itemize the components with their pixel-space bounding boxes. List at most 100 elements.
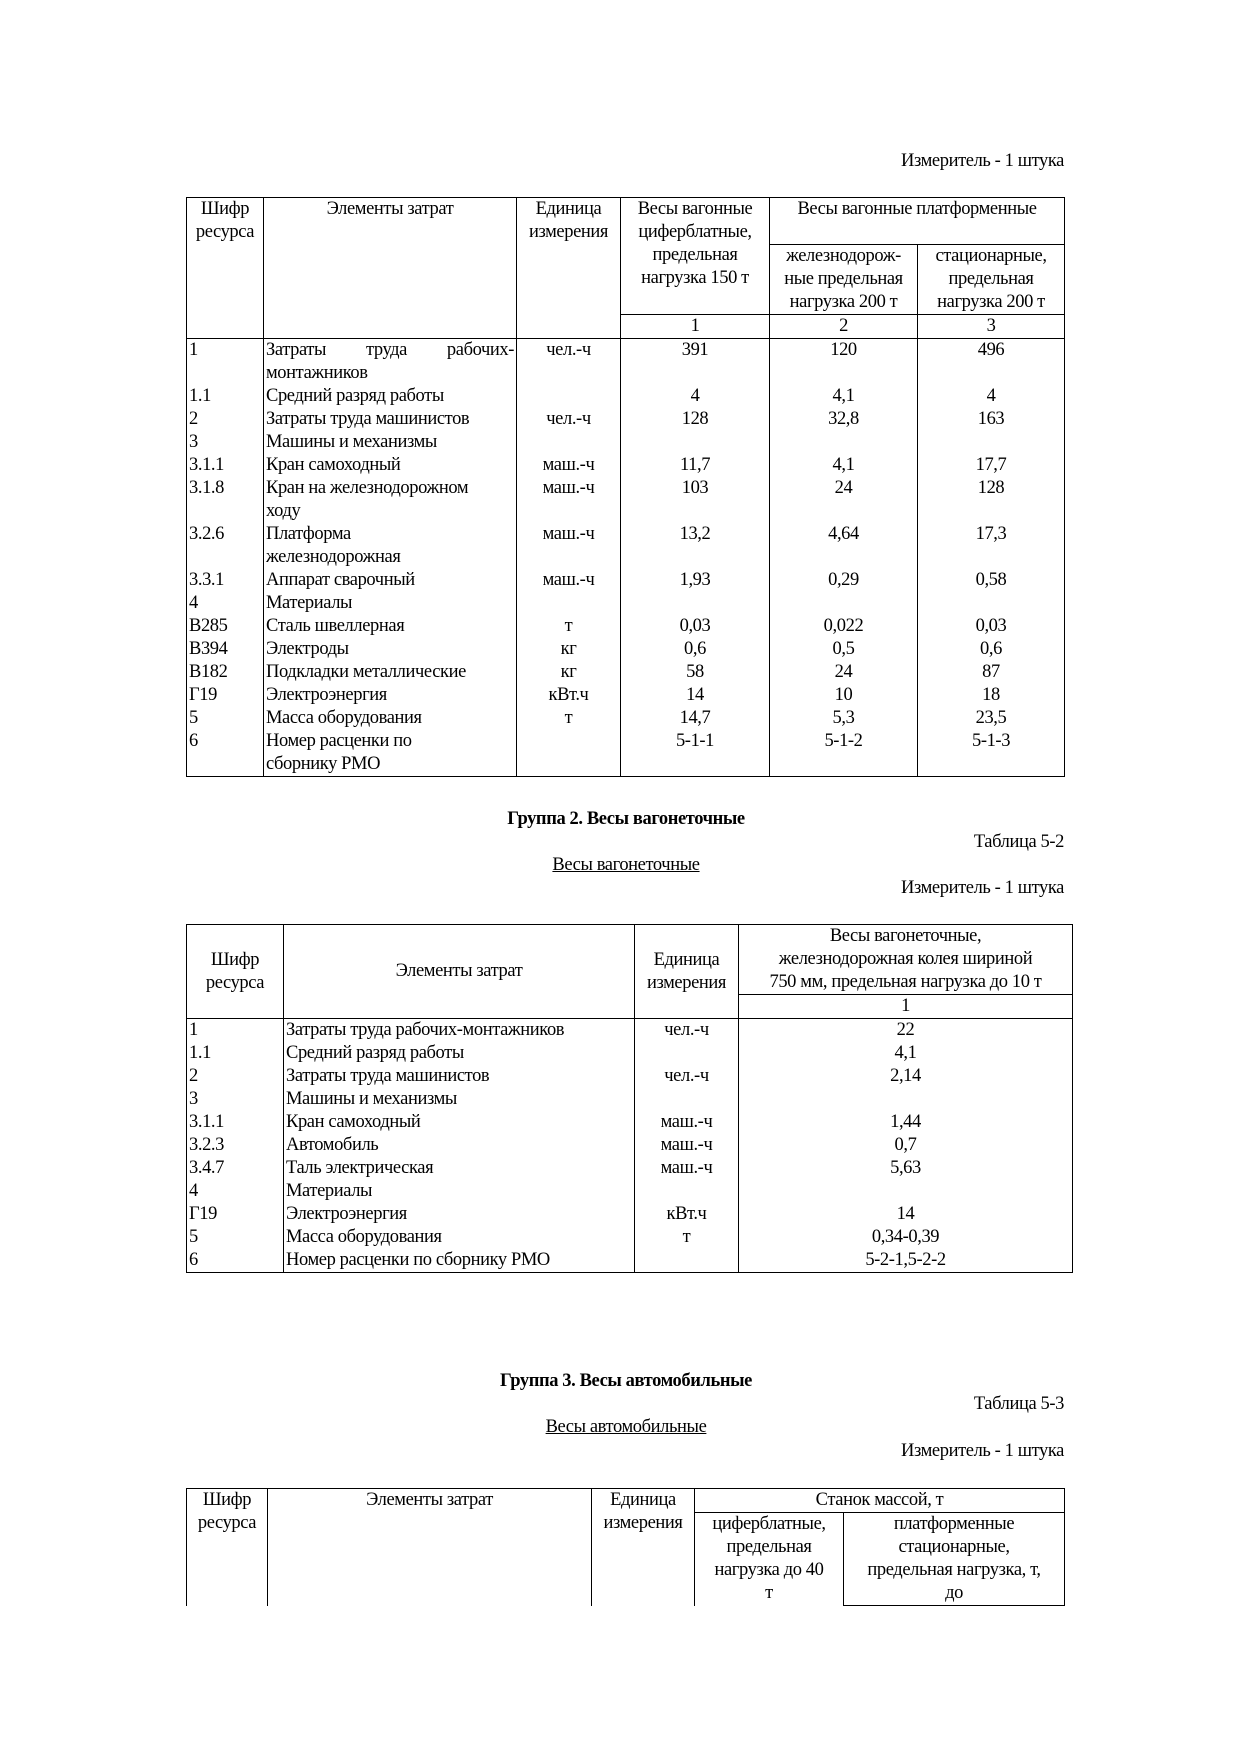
cell-code: 3.2.6	[186, 523, 264, 569]
header-elements: Элементы затрат	[263, 197, 517, 339]
cell-v2	[769, 431, 918, 454]
header-machine: Станок массой, т	[694, 1488, 1065, 1513]
cell-v1: 5-2-1,5-2-2	[738, 1249, 1073, 1273]
group3-subtitle: Весы автомобильные	[545, 1417, 707, 1437]
cell-unit: т	[516, 615, 621, 638]
header-num2: 2	[769, 314, 918, 339]
cell-name: Машины и механизмы	[263, 431, 517, 454]
cell-v1	[620, 592, 770, 615]
header-num1: 1	[620, 314, 770, 339]
cell-code: 6	[186, 1249, 284, 1273]
cell-unit: кг	[516, 661, 621, 684]
cell-v2: 4,1	[769, 385, 918, 408]
cell-unit	[634, 1180, 739, 1203]
cell-v1: 1,44	[738, 1111, 1073, 1134]
cell-unit	[516, 431, 621, 454]
cell-unit	[634, 1042, 739, 1065]
cell-v1: 13,2	[620, 523, 770, 569]
cell-code: 2	[186, 408, 264, 431]
cell-v1: 391	[620, 338, 770, 385]
header-unit: Единица измерения	[516, 197, 621, 339]
table-row: Г19 Электроэнергия кВт.ч 14 10 18	[186, 684, 1066, 707]
cell-unit: маш.-ч	[634, 1134, 739, 1157]
cell-name: Сталь швеллерная	[263, 615, 517, 638]
cell-v2: 24	[769, 477, 918, 523]
cell-v1: 0,7	[738, 1134, 1073, 1157]
cell-name: Платформа железнодорожная	[263, 523, 517, 569]
table-row: 1 Затраты труда рабочих-монтажников чел.-ч…	[186, 338, 1066, 385]
cell-v2: 0,29	[769, 569, 918, 592]
table-row: 3 Машины и механизмы	[186, 431, 1066, 454]
cell-code: 4	[186, 592, 264, 615]
cell-unit: маш.-ч	[516, 454, 621, 477]
cell-v1: 4,1	[738, 1042, 1073, 1065]
cell-name: Машины и механизмы	[283, 1088, 635, 1111]
cell-v2: 5-1-2	[769, 730, 918, 777]
cell-unit: чел.-ч	[516, 338, 621, 385]
table-row: 5 Масса оборудования т 14,7 5,3 23,5	[186, 707, 1066, 730]
cell-unit: маш.-ч	[634, 1157, 739, 1180]
cell-unit	[634, 1249, 739, 1273]
cell-text-line: монтажников	[266, 363, 368, 383]
cell-code: 1	[186, 338, 264, 385]
cell-code: В394	[186, 638, 264, 661]
cell-name: Номер расценки по сборнику РМО	[283, 1249, 635, 1273]
cell-v1: 58	[620, 661, 770, 684]
cell-name: Материалы	[263, 592, 517, 615]
cell-unit: кВт.ч	[516, 684, 621, 707]
header-unit: Единица измерения	[591, 1488, 695, 1606]
table-5-1: Шифр ресурса Элементы затрат Единица изм…	[186, 197, 1066, 777]
table-row: 4 Материалы	[186, 592, 1066, 615]
cell-v1: 0,03	[620, 615, 770, 638]
cell-v1	[738, 1088, 1073, 1111]
cell-code: 1.1	[186, 385, 264, 408]
cell-code: 3	[186, 1088, 284, 1111]
header-col1: циферблатные, предельная нагрузка до 40 …	[694, 1512, 844, 1606]
cell-code: 4	[186, 1180, 284, 1203]
cell-v3: 18	[916, 684, 1066, 707]
table-row: 3.2.6 Платформа железнодорожная маш.-ч 13,2…	[186, 523, 1066, 569]
cell-v3: 87	[916, 661, 1066, 684]
cell-code: 3.3.1	[186, 569, 264, 592]
cell-code: Г19	[186, 684, 264, 707]
cell-v3: 17,7	[916, 454, 1066, 477]
cell-code: Г19	[186, 1203, 284, 1226]
header-col2: платформенные стационарные, предельная н…	[843, 1512, 1065, 1606]
cell-code: 3.1.1	[186, 454, 264, 477]
table-row: 3.1.1 Кран самоходный маш.-ч 11,7 4,1 17,7	[186, 454, 1066, 477]
cell-name: Масса оборудования	[283, 1226, 635, 1249]
cell-unit: т	[634, 1226, 739, 1249]
cell-code: 1.1	[186, 1042, 284, 1065]
cell-unit	[516, 592, 621, 615]
cell-name: Таль электрическая	[283, 1157, 635, 1180]
cell-unit: чел.-ч	[516, 408, 621, 431]
table-number-5-3: Таблица 5-3	[973, 1394, 1065, 1414]
group3-title: Группа 3. Весы автомобильные	[500, 1371, 752, 1391]
cell-name: Автомобиль	[283, 1134, 635, 1157]
table-row: 1 Затраты труда рабочих-монтажников чел.-ч…	[186, 1018, 1073, 1042]
header-elements: Элементы затрат	[283, 924, 635, 1019]
cell-code: 3.2.3	[186, 1134, 284, 1157]
table-row: 1.1 Средний разряд работы 4 4,1 4	[186, 385, 1066, 408]
header-platform: Весы вагонные платформенные	[768, 197, 1066, 245]
cell-name: Затраты труда машинистов	[263, 408, 517, 431]
measure-label-1: Измеритель - 1 штука	[901, 151, 1064, 171]
cell-unit: кг	[516, 638, 621, 661]
table-row: В285 Сталь швеллерная т 0,03 0,022 0,03	[186, 615, 1066, 638]
cell-v1: 14	[620, 684, 770, 707]
cell-code: 3	[186, 431, 264, 454]
cell-v3: 5-1-3	[916, 730, 1066, 777]
cell-name: Электроды	[263, 638, 517, 661]
cell-v1	[738, 1180, 1073, 1203]
header-col1: Весы вагонеточные, железнодорожная колея…	[738, 924, 1073, 995]
cell-name: Электроэнергия	[263, 684, 517, 707]
header-num1: 1	[738, 994, 1073, 1019]
table-row: 3 Машины и механизмы	[186, 1088, 1073, 1111]
cell-name: Затраты труда рабочих-монтажников	[263, 338, 517, 385]
cell-unit	[516, 385, 621, 408]
table-row: 2 Затраты труда машинистов чел.-ч 128 32,8 16…	[186, 408, 1066, 431]
header-col1: Весы вагонные циферблатные, предельная н…	[620, 197, 770, 315]
header-col2: железнодорож- ные предельная нагрузка 20…	[769, 244, 918, 315]
cell-unit	[516, 730, 621, 777]
cell-v1: 128	[620, 408, 770, 431]
